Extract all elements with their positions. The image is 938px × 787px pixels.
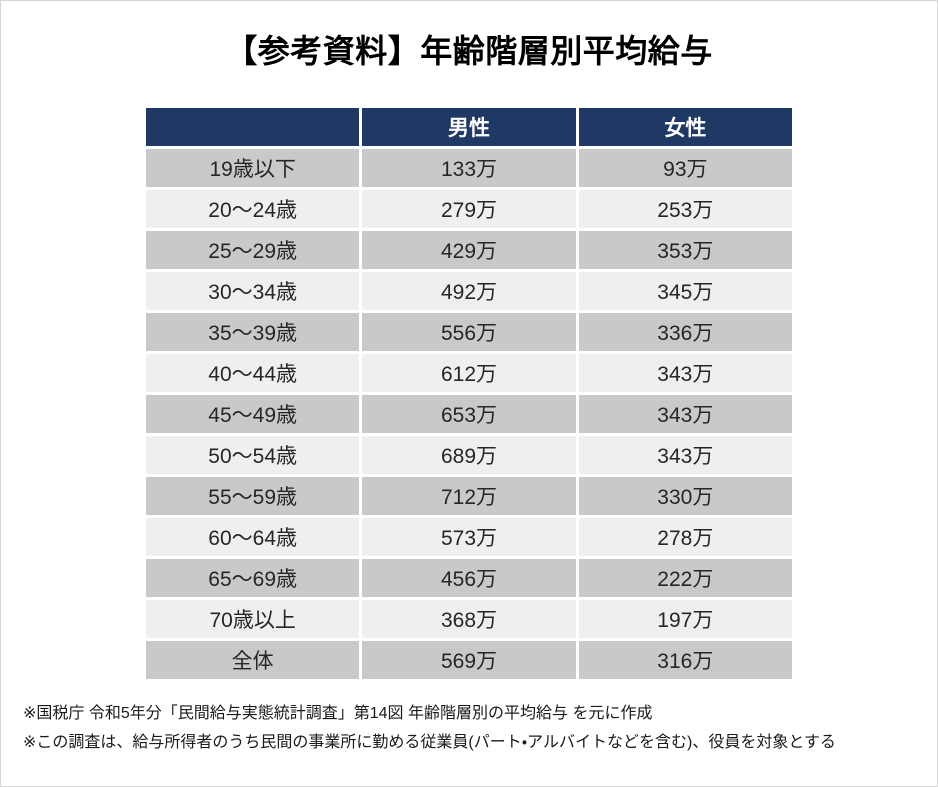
age-group-cell: 45〜49歳 bbox=[146, 395, 360, 433]
female-column-header: 女性 bbox=[578, 108, 792, 146]
salary-table: 男性 女性 19歳以下 133万 93万 20〜24歳 279万 253万 25〜29歳 42… bbox=[143, 105, 795, 682]
female-salary-cell: 343万 bbox=[578, 395, 792, 433]
age-group-cell: 55〜59歳 bbox=[146, 477, 360, 515]
table-row: 70歳以上 368万 197万 bbox=[146, 600, 792, 638]
page-title: 【参考資料】年齢階層別平均給与 bbox=[225, 33, 713, 69]
male-salary-cell: 573万 bbox=[362, 518, 576, 556]
age-group-cell: 30〜34歳 bbox=[146, 272, 360, 310]
age-group-cell: 40〜44歳 bbox=[146, 354, 360, 392]
male-salary-cell: 492万 bbox=[362, 272, 576, 310]
male-salary-cell: 556万 bbox=[362, 313, 576, 351]
male-salary-cell: 612万 bbox=[362, 354, 576, 392]
male-salary-cell: 133万 bbox=[362, 149, 576, 187]
male-salary-cell: 653万 bbox=[362, 395, 576, 433]
age-group-cell: 35〜39歳 bbox=[146, 313, 360, 351]
female-salary-cell: 253万 bbox=[578, 190, 792, 228]
female-salary-cell: 330万 bbox=[578, 477, 792, 515]
male-salary-cell: 368万 bbox=[362, 600, 576, 638]
table-row: 50〜54歳 689万 343万 bbox=[146, 436, 792, 474]
source-note: ※国税庁 令和5年分「民間給与実態統計調査」第14図 年齢階層別の平均給与 を元… bbox=[23, 705, 653, 722]
table-row: 全体 569万 316万 bbox=[146, 641, 792, 679]
age-group-cell: 70歳以上 bbox=[146, 600, 360, 638]
table-row: 19歳以下 133万 93万 bbox=[146, 149, 792, 187]
table-row: 65〜69歳 456万 222万 bbox=[146, 559, 792, 597]
male-salary-cell: 429万 bbox=[362, 231, 576, 269]
table-row: 25〜29歳 429万 353万 bbox=[146, 231, 792, 269]
female-salary-cell: 278万 bbox=[578, 518, 792, 556]
header-row: 男性 女性 bbox=[146, 108, 792, 146]
male-salary-cell: 456万 bbox=[362, 559, 576, 597]
table-row: 30〜34歳 492万 345万 bbox=[146, 272, 792, 310]
table-row: 35〜39歳 556万 336万 bbox=[146, 313, 792, 351]
male-column-header: 男性 bbox=[362, 108, 576, 146]
table-row: 60〜64歳 573万 278万 bbox=[146, 518, 792, 556]
female-salary-cell: 222万 bbox=[578, 559, 792, 597]
female-salary-cell: 93万 bbox=[578, 149, 792, 187]
table-row: 55〜59歳 712万 330万 bbox=[146, 477, 792, 515]
male-salary-cell: 712万 bbox=[362, 477, 576, 515]
female-salary-cell: 353万 bbox=[578, 231, 792, 269]
age-group-cell: 19歳以下 bbox=[146, 149, 360, 187]
salary-table-header: 男性 女性 bbox=[146, 108, 792, 146]
scope-note: ※この調査は、給与所得者のうち民間の事業所に勤める従業員(パート・アルバイトなど… bbox=[23, 734, 836, 751]
female-salary-cell: 336万 bbox=[578, 313, 792, 351]
age-group-cell: 25〜29歳 bbox=[146, 231, 360, 269]
male-salary-cell: 569万 bbox=[362, 641, 576, 679]
female-salary-cell: 316万 bbox=[578, 641, 792, 679]
footnotes: ※国税庁 令和5年分「民間給与実態統計調査」第14図 年齢階層別の平均給与 を元… bbox=[23, 699, 923, 757]
table-row: 45〜49歳 653万 343万 bbox=[146, 395, 792, 433]
male-salary-cell: 279万 bbox=[362, 190, 576, 228]
table-row: 40〜44歳 612万 343万 bbox=[146, 354, 792, 392]
female-salary-cell: 343万 bbox=[578, 436, 792, 474]
age-group-cell: 20〜24歳 bbox=[146, 190, 360, 228]
salary-table-body: 19歳以下 133万 93万 20〜24歳 279万 253万 25〜29歳 429万 353万… bbox=[146, 149, 792, 679]
male-salary-cell: 689万 bbox=[362, 436, 576, 474]
age-group-cell: 50〜54歳 bbox=[146, 436, 360, 474]
age-group-cell: 60〜64歳 bbox=[146, 518, 360, 556]
female-salary-cell: 197万 bbox=[578, 600, 792, 638]
female-salary-cell: 345万 bbox=[578, 272, 792, 310]
table-row: 20〜24歳 279万 253万 bbox=[146, 190, 792, 228]
age-group-cell: 65〜69歳 bbox=[146, 559, 360, 597]
female-salary-cell: 343万 bbox=[578, 354, 792, 392]
age-group-cell: 全体 bbox=[146, 641, 360, 679]
age-group-column-header bbox=[146, 108, 360, 146]
